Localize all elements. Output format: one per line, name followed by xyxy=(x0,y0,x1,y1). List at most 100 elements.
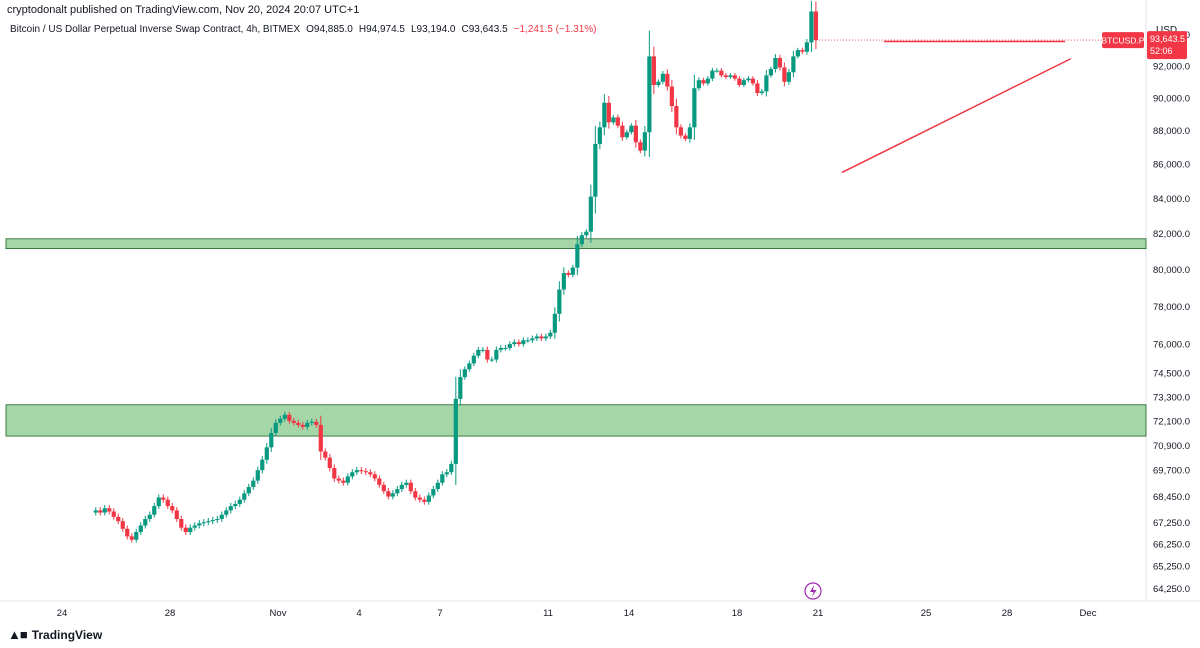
candle-body[interactable] xyxy=(732,75,737,79)
candle-body[interactable] xyxy=(278,418,283,423)
candle-body[interactable] xyxy=(318,424,323,452)
candle-body[interactable] xyxy=(125,528,130,537)
candle-body[interactable] xyxy=(426,495,431,502)
candle-body[interactable] xyxy=(170,506,175,511)
candle-body[interactable] xyxy=(674,105,679,128)
candle-body[interactable] xyxy=(561,273,566,290)
candle-body[interactable] xyxy=(404,482,409,485)
symbol-tag[interactable] xyxy=(1102,32,1144,49)
candle-body[interactable] xyxy=(489,359,494,361)
candle-body[interactable] xyxy=(323,451,328,458)
candle-body[interactable] xyxy=(228,506,233,511)
candle-body[interactable] xyxy=(372,474,377,479)
candle-body[interactable] xyxy=(93,510,98,513)
candle-body[interactable] xyxy=(791,56,796,73)
candle-body[interactable] xyxy=(147,514,152,520)
candle-body[interactable] xyxy=(768,69,773,76)
candle-body[interactable] xyxy=(251,480,256,487)
zone-resistance-turned-support[interactable] xyxy=(5,404,1147,437)
candle-body[interactable] xyxy=(530,338,535,341)
candle-body[interactable] xyxy=(804,42,809,52)
candle-body[interactable] xyxy=(651,56,656,85)
candle-body[interactable] xyxy=(449,463,454,473)
candle-body[interactable] xyxy=(809,11,814,43)
candle-body[interactable] xyxy=(120,521,125,529)
candle-body[interactable] xyxy=(656,81,661,85)
candle-body[interactable] xyxy=(647,56,652,133)
candle-body[interactable] xyxy=(422,499,427,502)
candle-body[interactable] xyxy=(795,50,800,57)
candle-body[interactable] xyxy=(291,420,296,423)
trendline-rising-support[interactable] xyxy=(841,58,1072,174)
candle-body[interactable] xyxy=(602,102,607,128)
candle-body[interactable] xyxy=(435,482,440,490)
candle-body[interactable] xyxy=(476,349,481,356)
candle-body[interactable] xyxy=(669,86,674,106)
candle-body[interactable] xyxy=(458,377,463,399)
candle-body[interactable] xyxy=(512,342,517,345)
candle-body[interactable] xyxy=(314,421,319,425)
candle-body[interactable] xyxy=(570,267,575,275)
candle-body[interactable] xyxy=(534,336,539,339)
candle-body[interactable] xyxy=(737,78,742,85)
candle-body[interactable] xyxy=(750,78,755,84)
candle-body[interactable] xyxy=(201,522,206,524)
candle-body[interactable] xyxy=(678,127,683,136)
candle-body[interactable] xyxy=(179,519,184,528)
candle-body[interactable] xyxy=(296,422,301,425)
candle-body[interactable] xyxy=(746,78,751,81)
candle-body[interactable] xyxy=(300,424,305,427)
candle-body[interactable] xyxy=(579,235,584,245)
candle-body[interactable] xyxy=(728,75,733,77)
candle-body[interactable] xyxy=(620,125,625,138)
candle-body[interactable] xyxy=(98,510,103,513)
candle-body[interactable] xyxy=(498,347,503,350)
candle-body[interactable] xyxy=(440,474,445,483)
candle-body[interactable] xyxy=(188,527,193,533)
candle-body[interactable] xyxy=(413,491,418,498)
candle-body[interactable] xyxy=(183,527,188,533)
candle-body[interactable] xyxy=(597,127,602,144)
candle-body[interactable] xyxy=(467,363,472,370)
candle-body[interactable] xyxy=(345,476,350,483)
currency-label[interactable]: USD xyxy=(1156,25,1178,36)
candle-body[interactable] xyxy=(494,349,499,360)
candle-body[interactable] xyxy=(215,519,220,521)
price-tag[interactable] xyxy=(1147,31,1187,60)
candle-body[interactable] xyxy=(269,433,274,448)
candle-body[interactable] xyxy=(102,508,107,513)
candle-body[interactable] xyxy=(741,80,746,85)
candle-body[interactable] xyxy=(759,91,764,94)
candle-body[interactable] xyxy=(480,349,485,351)
tradingview-brand[interactable]: ▲■ TradingView xyxy=(8,627,102,642)
candle-body[interactable] xyxy=(107,508,112,512)
candle-body[interactable] xyxy=(264,447,269,460)
candle-body[interactable] xyxy=(282,414,287,419)
candle-body[interactable] xyxy=(237,499,242,504)
candle-body[interactable] xyxy=(273,422,278,434)
candle-body[interactable] xyxy=(327,457,332,469)
candle-body[interactable] xyxy=(593,143,598,197)
candle-body[interactable] xyxy=(719,70,724,76)
candle-body[interactable] xyxy=(368,472,373,475)
candle-body[interactable] xyxy=(224,510,229,515)
candle-body[interactable] xyxy=(764,75,769,92)
candle-body[interactable] xyxy=(390,493,395,497)
candle-body[interactable] xyxy=(800,50,805,52)
candle-body[interactable] xyxy=(399,484,404,490)
candle-body[interactable] xyxy=(714,70,719,72)
candle-body[interactable] xyxy=(633,125,638,143)
candle-body[interactable] xyxy=(503,347,508,349)
candle-body[interactable] xyxy=(395,489,400,494)
candle-body[interactable] xyxy=(629,125,634,133)
candle-body[interactable] xyxy=(138,525,143,533)
candle-body[interactable] xyxy=(557,289,562,314)
candle-body[interactable] xyxy=(588,196,593,232)
candle-body[interactable] xyxy=(417,497,422,500)
candle-body[interactable] xyxy=(692,88,697,128)
candle-body[interactable] xyxy=(606,102,611,123)
candle-body[interactable] xyxy=(116,516,121,522)
candle-body[interactable] xyxy=(660,73,665,82)
candle-body[interactable] xyxy=(471,355,476,364)
candle-body[interactable] xyxy=(453,398,458,464)
